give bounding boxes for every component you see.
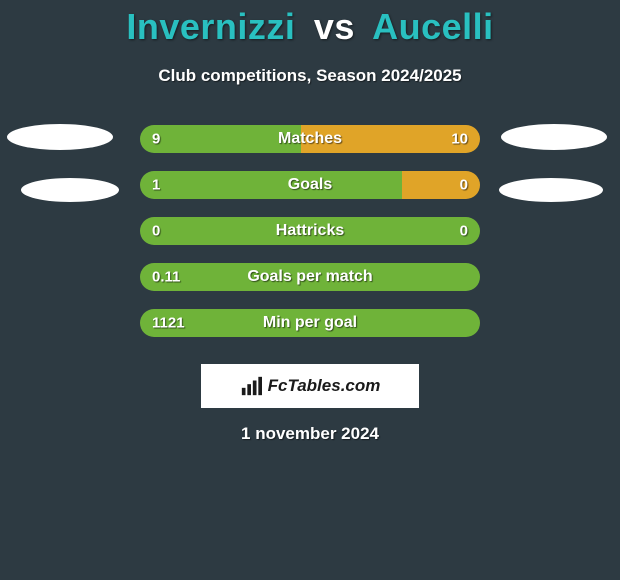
avatar-placeholder — [21, 178, 119, 202]
bar-chart-icon — [240, 375, 262, 397]
title-player-left: Invernizzi — [126, 6, 295, 47]
stat-value-left: 0 — [152, 223, 160, 240]
stat-bar-right — [402, 171, 480, 199]
stat-bar: Goals per match 0.11 — [140, 263, 480, 291]
stat-bar: Min per goal 1121 — [140, 309, 480, 337]
stat-value-left: 9 — [152, 131, 160, 148]
stat-bar: Goals 1 0 — [140, 171, 480, 199]
stat-value-right: 0 — [460, 223, 468, 240]
date-line: 1 november 2024 — [241, 424, 379, 444]
title-player-right: Aucelli — [372, 6, 494, 47]
title-separator: vs — [314, 6, 355, 47]
stat-label: Goals — [288, 176, 332, 194]
stat-label: Min per goal — [263, 314, 357, 332]
logo-text: FcTables.com — [268, 376, 381, 396]
stat-value-left: 1 — [152, 177, 160, 194]
stat-bar: Matches 9 10 — [140, 125, 480, 153]
canvas: Invernizzi vs Aucelli Club competitions,… — [0, 0, 620, 580]
stat-label: Hattricks — [276, 222, 344, 240]
stat-label: Matches — [278, 130, 342, 148]
logo-box: FcTables.com — [201, 364, 419, 408]
page-title: Invernizzi vs Aucelli — [126, 6, 493, 48]
avatar-placeholder — [501, 124, 607, 150]
subtitle: Club competitions, Season 2024/2025 — [158, 66, 461, 86]
avatar-placeholder — [499, 178, 603, 202]
stats-block: Matches910Goals10Hattricks00Goals per ma… — [0, 116, 620, 346]
stat-value-left: 0.11 — [152, 269, 180, 286]
stat-row: Goals per match 0.11 — [0, 254, 620, 300]
stat-bar: Hattricks 0 0 — [140, 217, 480, 245]
stat-row: Min per goal 1121 — [0, 300, 620, 346]
avatar-placeholder — [7, 124, 113, 150]
stat-value-left: 1121 — [152, 315, 185, 332]
stat-value-right: 10 — [451, 131, 468, 148]
stat-value-right: 0 — [460, 177, 468, 194]
stat-label: Goals per match — [247, 268, 372, 286]
stat-bar-left — [140, 125, 301, 153]
stat-row: Hattricks 0 0 — [0, 208, 620, 254]
content: Invernizzi vs Aucelli Club competitions,… — [0, 0, 620, 580]
stat-bar-left — [140, 171, 402, 199]
